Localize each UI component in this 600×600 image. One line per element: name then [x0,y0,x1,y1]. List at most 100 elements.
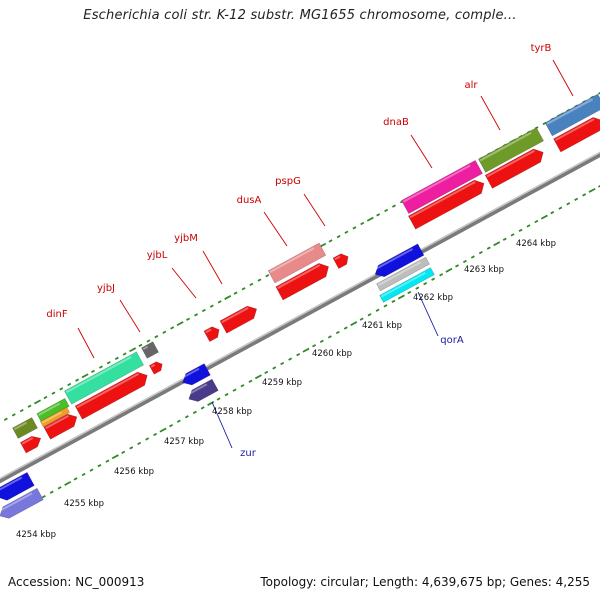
cds-arrow [332,253,349,270]
inner-tick [192,410,197,415]
minus-gene [0,471,35,501]
outer-tick [186,317,191,321]
outer-tick [75,378,80,382]
backbone-highlight [0,151,600,480]
minus-gene [180,363,211,386]
callout-line [480,95,501,131]
inner-tick [343,326,348,330]
gene-label-tyrB: tyrB [531,43,552,54]
gene-label-dusA: dusA [237,195,262,206]
outer-tick [360,221,365,226]
callout-line [263,211,288,247]
cds-arrow [407,179,485,230]
gene-box [544,93,600,137]
outer-tick [51,391,56,395]
inner-tick [216,397,221,401]
inner-tick [64,480,72,486]
kbp-label: 4255 kbp [64,499,104,509]
kbp-label: 4259 kbp [262,378,302,388]
inner-tick-ring [16,184,600,513]
outer-tick [194,313,199,317]
inner-tick [129,446,134,450]
gene-box [401,159,483,215]
inner-tick [582,193,587,197]
inner-tick [470,255,475,259]
outer-tick [336,234,341,239]
minus-gene [373,243,425,278]
inner-tick [558,206,563,210]
cds-arrow [74,371,148,420]
outer-tick [217,300,222,304]
inner-tick [375,308,380,312]
minus-gene [379,267,435,303]
gene-label-yjbL: yjbL [147,250,168,261]
inner-tick [111,454,119,460]
outer-tick [43,395,48,400]
outer-tick [344,230,349,234]
inner-tick [445,267,453,273]
outer-tick [27,404,32,408]
gene-box [12,417,38,439]
backbone-line [0,151,600,484]
gene-label-alr: alr [464,80,478,91]
inner-tick [264,370,269,375]
callout-line [119,299,141,333]
inner-tick [184,415,189,419]
outer-tick [59,387,64,391]
outer-tick [129,347,137,353]
inner-tick [383,304,388,308]
outer-tick [122,352,127,356]
kbp-label: 4254 kbp [16,530,56,540]
inner-tick [319,339,324,343]
kbp-label: 4258 kbp [212,407,252,417]
outer-tick [106,361,111,365]
inner-tick [105,459,110,463]
cds-arrow [203,326,220,343]
outer-tick [90,369,95,374]
inner-tick [574,197,579,201]
outer-tick [391,204,396,208]
inner-tick [462,259,467,264]
minus-gene [376,256,430,292]
kbp-label: 4260 kbp [312,349,352,359]
inner-tick [415,286,420,290]
cds-arrow [19,435,42,454]
outer-tick [209,304,214,308]
inner-tick [510,233,515,237]
gene-label-pspG: pspG [275,176,301,187]
gene-box [478,127,544,173]
outer-tick [114,356,119,361]
gene-box [267,242,327,284]
inner-tick [502,237,507,241]
kbp-label: 4257 kbp [164,437,204,447]
callout-line [171,267,197,299]
outer-tick [249,282,254,287]
callout-line [552,59,574,97]
gene-box [36,397,70,423]
inner-tick [159,427,167,433]
inner-tick [486,246,491,250]
outer-tick [352,226,357,230]
outer-tick [146,339,151,343]
outer-tick [176,321,184,327]
kbp-label: 4263 kbp [464,265,504,275]
cds-arrow [275,263,329,301]
outer-tick [328,239,333,243]
gene-box [141,341,159,359]
outer-tick [233,291,238,295]
gene-callouts: dinF yjbJ yjbL yjbM dusA pspG dnaB alr tyrB zur qo… [46,43,574,459]
inner-tick [176,419,181,423]
inner-tick [391,299,396,304]
inner-tick [540,214,548,220]
inner-tick [518,228,523,233]
callout-line [410,134,433,169]
kbp-label: 4264 kbp [516,239,556,249]
inner-tick [359,317,364,321]
callout-line [77,327,95,359]
inner-tick [327,335,332,339]
inner-tick [153,432,158,437]
chromosome-backbone [0,151,600,484]
kbp-label: 4256 kbp [114,467,154,477]
inner-tick [49,490,54,494]
outer-tick [384,208,389,213]
